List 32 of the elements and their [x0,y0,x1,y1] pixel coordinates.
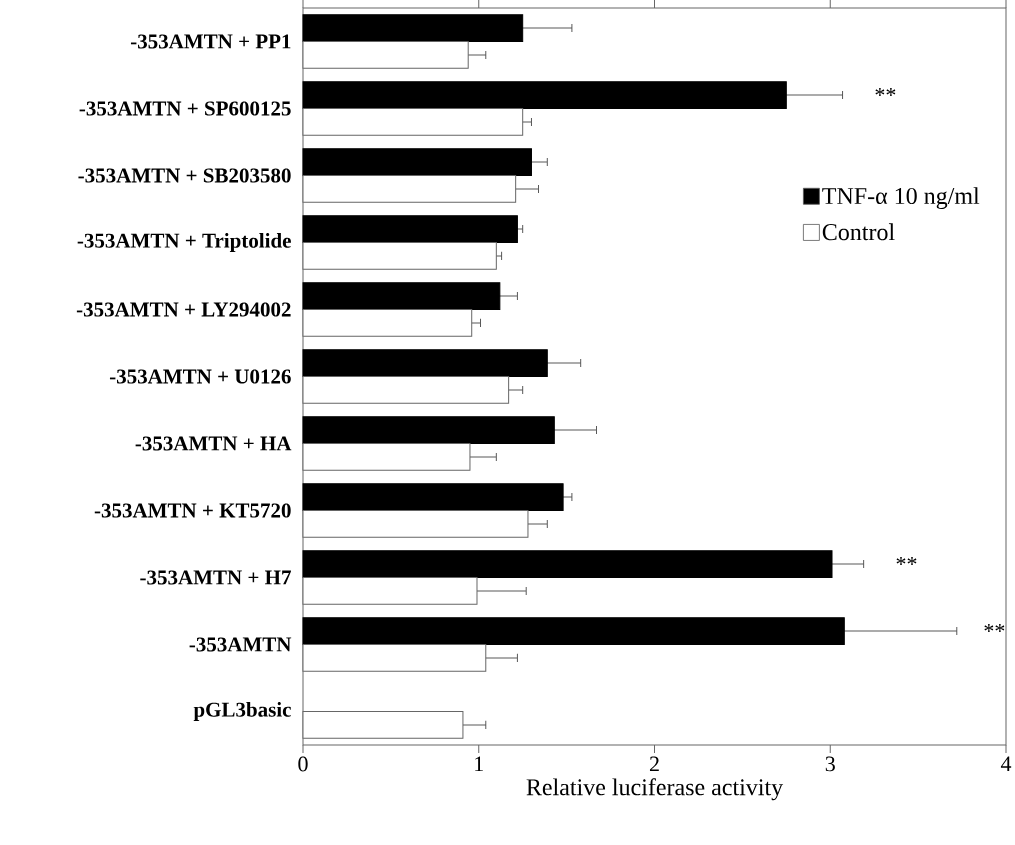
legend-label: TNF-α 10 ng/ml [822,187,980,210]
x-axis-title: Relative luciferase activity [526,778,784,801]
y-tick-label: -353AMTN + KT5720 [94,503,291,518]
y-tick-label: -353AMTN + SP600125 [79,101,291,116]
y-tick-label: -353AMTN + U0126 [109,369,291,384]
annotation: ** [896,556,917,565]
bar [302,416,555,444]
y-tick-label: pGL3basic [193,701,291,722]
annotation: ** [984,623,1005,632]
bar [302,81,787,109]
x-tick-label: 0 [298,756,308,772]
y-tick-label: -353AMTN + HA [135,436,292,451]
bar [302,14,524,42]
x-tick-label: 1 [475,756,483,772]
bar [302,617,845,645]
x-tick-label: 2 [649,756,659,772]
bar [302,215,518,243]
bar [302,550,833,578]
x-tick-label: 3 [825,756,835,772]
bar [302,148,532,176]
y-tick-label: -353AMTN + LY294002 [76,302,291,317]
annotation: ** [875,87,896,96]
y-tick-label: -353AMTN [189,637,292,652]
y-tick-label: -353AMTN + Triptolide [77,232,291,253]
bar [302,349,548,377]
legend-label: Control [822,223,895,241]
bar [302,282,501,310]
y-tick-label: -353AMTN + H7 [140,570,291,585]
x-tick-label: 4 [1000,756,1012,772]
y-tick-label: -353AMTN + SB203580 [78,168,291,183]
y-tick-label: -353AMTN + PP1 [130,34,291,49]
bar [302,483,564,511]
